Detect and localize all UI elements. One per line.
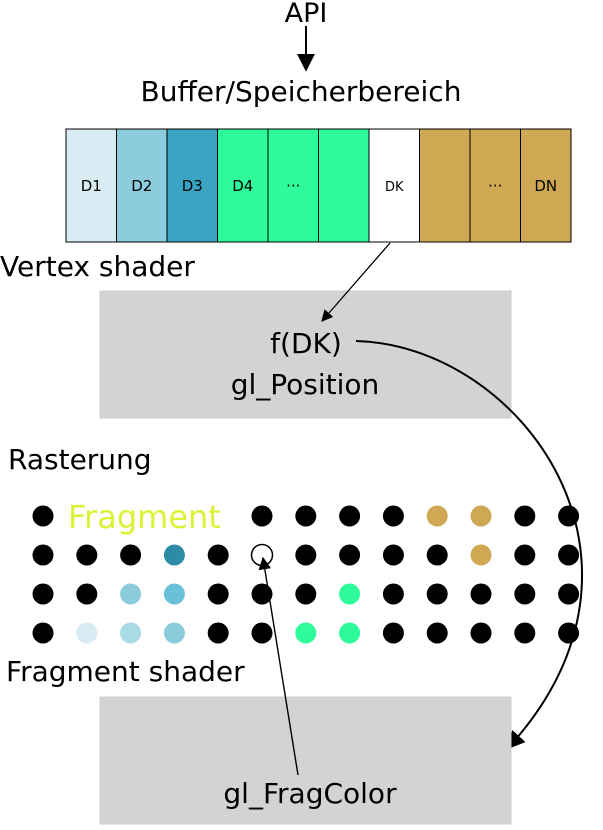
fdk-to-fragment-arrow	[355, 340, 583, 750]
buffer-cell-label: D1	[81, 177, 102, 195]
fragment-dot	[251, 583, 273, 605]
fragment-dot	[470, 622, 492, 644]
buffer-cell-label: ···	[488, 177, 502, 195]
dk-to-vertex-arrow	[321, 242, 391, 322]
fragment-dot	[558, 622, 580, 644]
fragment-dot	[163, 583, 185, 605]
fragment-dot	[470, 505, 492, 527]
fragment-dot	[426, 583, 448, 605]
fragment-dot	[32, 583, 54, 605]
fragment-dot	[339, 544, 361, 566]
fragment-dot	[382, 622, 404, 644]
fragment-dot	[426, 622, 448, 644]
fragment-dot	[76, 622, 98, 644]
buffer-cell-label: DN	[534, 177, 557, 195]
fragment-dot	[382, 505, 404, 527]
fragment-dot	[339, 622, 361, 644]
fragment-dot	[339, 505, 361, 527]
fragment-dot	[163, 622, 185, 644]
api-label: API	[285, 0, 328, 29]
gl-fragcolor-text: gl_FragColor	[223, 777, 397, 810]
fragment-dot	[558, 583, 580, 605]
fragment-dot	[558, 505, 580, 527]
fragment-dot	[295, 622, 317, 644]
buffer-cell	[318, 128, 370, 243]
buffer-row: D1 D2 D3 D4 ··· DK ··· DN	[65, 128, 572, 243]
buffer-cell-label: D4	[232, 177, 253, 195]
f-dk-text: f(DK)	[270, 327, 342, 360]
fragment-dot	[339, 583, 361, 605]
fragment-shader-label: Fragment shader	[6, 655, 245, 688]
buffer-cell	[116, 128, 168, 243]
vertex-shader-label: Vertex shader	[0, 250, 195, 283]
fragment-dot	[76, 544, 98, 566]
buffer-cell	[368, 128, 420, 243]
buffer-cell	[419, 128, 471, 243]
fragment-grid	[32, 505, 580, 644]
vertex-shader-box	[99, 290, 512, 419]
buffer-cell	[166, 128, 218, 243]
fragment-dot	[514, 583, 536, 605]
fragment-dot	[76, 583, 98, 605]
fragment-shader-box	[99, 696, 512, 825]
rasterung-label: Rasterung	[8, 443, 152, 476]
fragment-dot	[207, 544, 229, 566]
fragment-dot	[32, 622, 54, 644]
fragment-dot	[295, 505, 317, 527]
fragment-dot	[251, 622, 273, 644]
fragment-dot	[426, 505, 448, 527]
fragcolor-to-fragment-arrow	[258, 556, 299, 776]
fragment-dot	[514, 622, 536, 644]
fragment-dot	[382, 583, 404, 605]
fragment-dot	[295, 544, 317, 566]
fragment-dot	[207, 622, 229, 644]
fragment-dot	[163, 544, 185, 566]
fragment-dot	[120, 622, 142, 644]
buffer-cell-label: ···	[286, 177, 300, 195]
fragment-dot	[470, 583, 492, 605]
fragment-dot	[32, 505, 54, 527]
fragment-label: Fragment	[68, 498, 221, 536]
buffer-cell	[520, 128, 572, 243]
fragment-dot	[382, 544, 404, 566]
fragment-dot	[426, 544, 448, 566]
buffer-cell-label: DK	[385, 180, 404, 195]
fragment-dot	[470, 544, 492, 566]
fragment-dot	[32, 544, 54, 566]
fragment-dot	[207, 583, 229, 605]
buffer-title: Buffer/Speicherbereich	[141, 75, 462, 108]
fragment-dot	[295, 583, 317, 605]
buffer-cell-label: D2	[131, 177, 152, 195]
fragment-dot	[558, 544, 580, 566]
fragment-dot	[120, 544, 142, 566]
buffer-cell-label: D3	[182, 177, 203, 195]
fragment-dot	[514, 544, 536, 566]
fragment-dot	[514, 505, 536, 527]
fragment-dot	[251, 505, 273, 527]
target-fragment-dot	[250, 543, 274, 567]
fragment-dot	[120, 583, 142, 605]
gl-position-text: gl_Position	[231, 368, 380, 401]
